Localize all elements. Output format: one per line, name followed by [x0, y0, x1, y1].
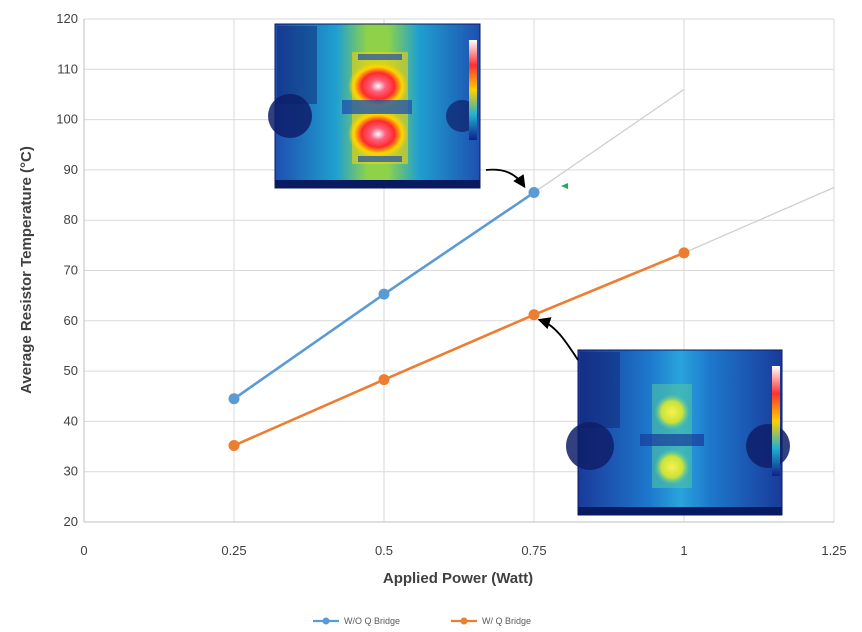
data-point — [228, 393, 240, 405]
x-tick-label: 1.25 — [821, 543, 846, 558]
x-tick-label: 0.5 — [375, 543, 393, 558]
series — [228, 187, 690, 452]
data-point — [228, 440, 240, 452]
legend-marker — [322, 617, 330, 625]
x-tick-label: 0.25 — [221, 543, 246, 558]
legend: W/O Q Bridge W/ Q Bridge — [313, 616, 531, 626]
y-tick-label: 90 — [64, 162, 78, 177]
x-axis-title: Applied Power (Watt) — [383, 570, 533, 587]
data-point — [678, 247, 690, 259]
thermal-image-without-bridge — [268, 23, 526, 189]
series-line-1 — [233, 251, 685, 447]
data-point — [378, 288, 390, 300]
y-tick-label: 40 — [64, 413, 78, 428]
y-axis-title: Average Resistor Temperature (°C) — [18, 146, 35, 394]
grid — [84, 18, 835, 523]
trendline — [683, 186, 835, 254]
legend-label: W/O Q Bridge — [344, 616, 400, 626]
x-tick-label: 1 — [680, 543, 687, 558]
trendline — [533, 88, 685, 194]
trendlines — [533, 88, 835, 254]
axes: 20 30 40 50 60 70 80 90 100 110 120 0 0.25 0.5 0.75 1 1.… — [56, 11, 846, 558]
y-tick-label: 70 — [64, 263, 78, 278]
y-tick-label: 50 — [64, 363, 78, 378]
thermal-image-with-bridge — [537, 317, 790, 516]
y-tick-label: 80 — [64, 212, 78, 227]
y-tick-label: 120 — [56, 11, 78, 26]
y-tick-label: 100 — [56, 112, 78, 127]
y-tick-label: 110 — [57, 61, 78, 76]
marker-arrow-icon — [561, 183, 568, 189]
legend-label: W/ Q Bridge — [482, 616, 531, 626]
x-tick-label: 0.75 — [521, 543, 546, 558]
y-tick-label: 60 — [64, 313, 78, 328]
x-tick-label: 0 — [80, 543, 87, 558]
y-tick-label: 20 — [64, 514, 78, 529]
y-tick-label: 30 — [64, 464, 78, 479]
data-point — [528, 309, 540, 321]
data-point — [378, 374, 390, 386]
legend-marker — [460, 617, 468, 625]
data-point — [528, 187, 540, 199]
